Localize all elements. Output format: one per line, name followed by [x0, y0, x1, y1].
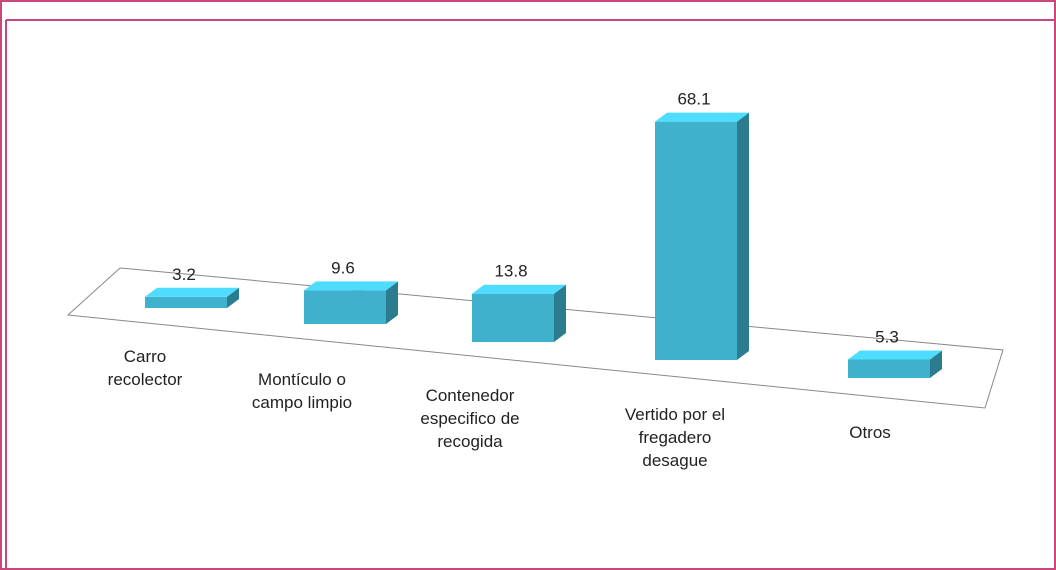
category-label: especifico de — [420, 409, 519, 428]
category-label: Otros — [849, 423, 891, 442]
bar-front — [655, 121, 737, 361]
bar-front — [304, 290, 386, 324]
category-label: Montículo o — [258, 370, 346, 389]
bar-top — [655, 112, 749, 122]
category-label: desague — [642, 451, 707, 470]
bar — [472, 284, 566, 342]
bar-top — [145, 287, 239, 297]
bar-side — [386, 281, 398, 324]
category-label: Contenedor — [426, 386, 515, 405]
category-label: campo limpio — [252, 393, 352, 412]
category-label: Carro — [124, 347, 167, 366]
category-label: Vertido por el — [625, 405, 725, 424]
data-label: 5.3 — [875, 327, 899, 346]
category-label: fregadero — [639, 428, 712, 447]
data-label: 68.1 — [677, 90, 710, 109]
bar-front — [145, 296, 227, 308]
bar-front — [848, 359, 930, 378]
bar-top — [304, 281, 398, 291]
category-label: recogida — [437, 432, 503, 451]
bar-side — [737, 112, 749, 361]
category-label: recolector — [108, 370, 183, 389]
data-label: 9.6 — [331, 258, 355, 277]
bar-top — [472, 284, 566, 294]
bar — [145, 287, 239, 308]
bar — [304, 281, 398, 324]
bar — [848, 350, 942, 378]
bar — [655, 112, 749, 361]
bar-side — [227, 287, 239, 308]
bar-side — [930, 350, 942, 378]
bar-side — [554, 284, 566, 342]
bar-front — [472, 293, 554, 342]
data-label: 3.2 — [172, 265, 196, 284]
bar-top — [848, 350, 942, 360]
data-label: 13.8 — [494, 262, 527, 281]
